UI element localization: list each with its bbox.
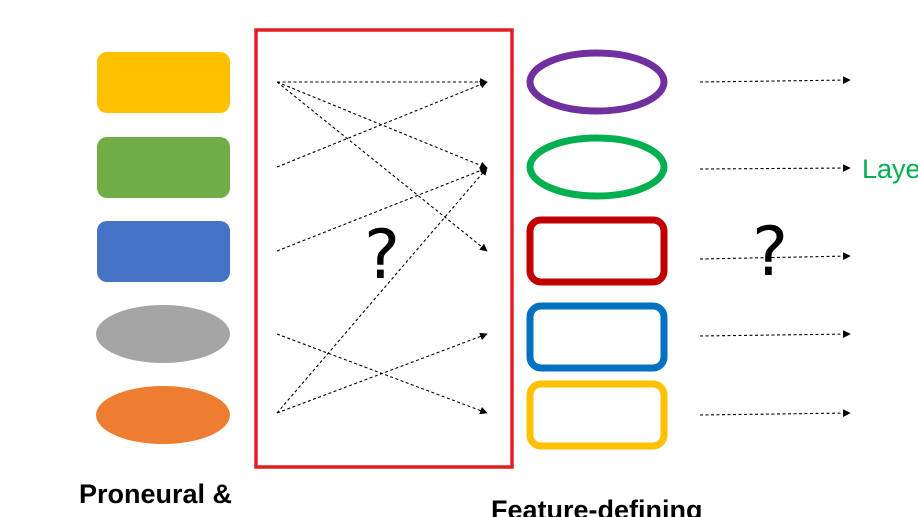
arrow-2-to-1: [276, 81, 488, 168]
arrow-3-to-2: [276, 166, 488, 252]
green-ellipse-outline: [526, 134, 668, 200]
gray-ellipse: [96, 305, 230, 363]
layer-label: Laye: [862, 154, 918, 184]
output-arrow-1: [699, 76, 851, 84]
red-rounded-rect-outline: [526, 216, 668, 286]
question-mark-right: ?: [752, 213, 788, 292]
arrow-1-to-3: [276, 81, 488, 252]
arrow-1-to-2: [276, 81, 488, 169]
purple-ellipse-outline: [526, 49, 668, 115]
green-rounded-rect: [97, 137, 230, 198]
blue-rounded-rect: [97, 221, 230, 282]
mapping-arrows: [276, 78, 488, 415]
orange-ellipse: [96, 386, 230, 444]
output-arrow-2: [699, 164, 851, 172]
output-arrow-4: [699, 330, 851, 338]
output-arrow-5: [699, 409, 851, 417]
mapping-box: [254, 28, 514, 469]
question-mark-left: ?: [364, 216, 400, 295]
blue-rounded-rect-outline: [526, 302, 668, 372]
yellow-rounded-rect-outline: [526, 380, 668, 450]
yellow-rounded-rect: [97, 52, 230, 113]
proneural-label: Proneural &: [79, 479, 232, 509]
feature-defining-label: Feature-defining: [491, 495, 703, 517]
arrow-5-to-2: [276, 167, 488, 414]
arrow-5-to-4: [276, 332, 488, 414]
